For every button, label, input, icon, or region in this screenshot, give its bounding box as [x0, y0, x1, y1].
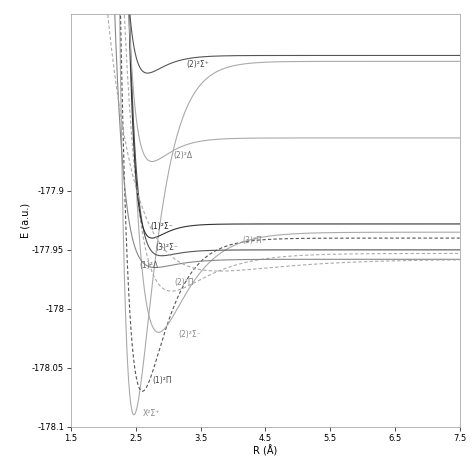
- Text: (3)²Σ⁻: (3)²Σ⁻: [155, 243, 178, 252]
- Text: (1)²Σ⁻: (1)²Σ⁻: [151, 222, 173, 231]
- Text: X²Σ⁺: X²Σ⁺: [142, 409, 160, 418]
- Text: (2)²Σ⁻: (2)²Σ⁻: [178, 330, 201, 339]
- Text: (2)²Δ: (2)²Δ: [173, 151, 192, 160]
- Text: (2)²Σ⁺: (2)²Σ⁺: [186, 60, 210, 69]
- Text: (1)²Δ: (1)²Δ: [139, 261, 158, 270]
- Text: (2)²Π: (2)²Π: [175, 278, 194, 287]
- Text: (3)²Π: (3)²Π: [243, 236, 263, 245]
- Y-axis label: E (a.u.): E (a.u.): [21, 203, 31, 238]
- X-axis label: R (Å): R (Å): [253, 445, 278, 457]
- Text: (1)²Π: (1)²Π: [152, 376, 172, 385]
